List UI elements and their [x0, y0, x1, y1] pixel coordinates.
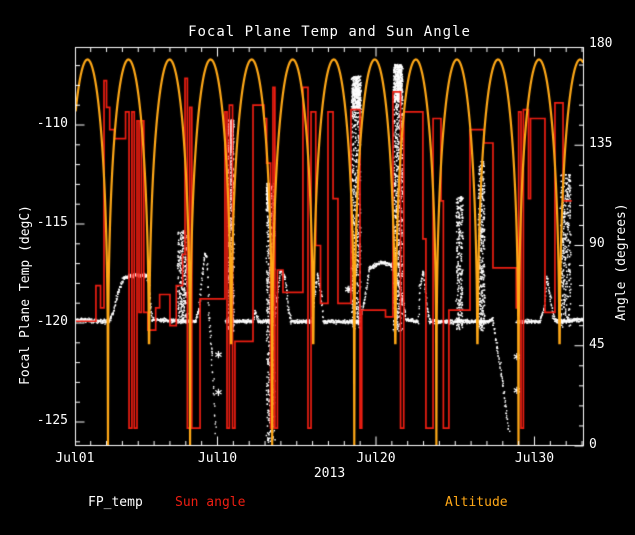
x-tick-label: Jul10	[197, 451, 238, 466]
x-tick-label: Jul30	[514, 451, 555, 466]
y-right-tick-label: 90	[589, 236, 605, 252]
y-left-tick-label: -125	[36, 413, 68, 428]
x-tick-label: Jul01	[55, 451, 95, 466]
legend-item-fp-temp: FP_temp	[88, 495, 143, 510]
y-right-tick-label: 0	[589, 437, 597, 452]
y-left-tick-label: -110	[36, 116, 68, 131]
y-right-tick-label: 135	[589, 136, 613, 152]
y-left-tick-label: -115	[36, 215, 68, 230]
y-left-tick-label: -120	[36, 314, 68, 329]
y-axis-label-left: Focal Plane Temp (degC)	[18, 204, 33, 386]
y-right-tick-label: 180	[589, 35, 613, 51]
x-tick-label: Jul20	[356, 451, 396, 466]
y-axis-label-right: Angle (degrees)	[614, 203, 629, 321]
y-right-tick-label: 45	[589, 336, 605, 352]
x-axis-label: 2013	[313, 466, 346, 481]
legend-item-sun-angle: Sun angle	[175, 495, 246, 510]
chart-title: Focal Plane Temp and Sun Angle	[188, 24, 471, 40]
legend-item-altitude: Altitude	[445, 495, 508, 510]
